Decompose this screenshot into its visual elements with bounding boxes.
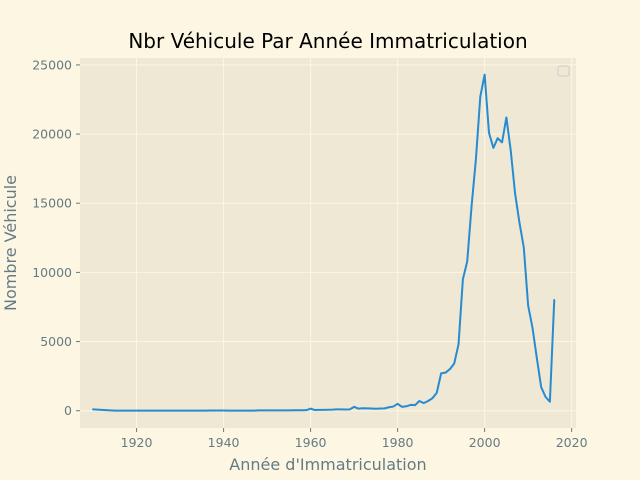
y-axis-label: Nombre Véhicule [1,175,20,311]
grid-layer [80,58,576,428]
chart-title: Nbr Véhicule Par Année Immatriculation [128,29,527,53]
y-tick-label: 15000 [32,196,72,211]
x-tick-label: 2020 [556,435,588,450]
x-tick-label: 1960 [295,435,327,450]
y-tick-label: 0 [64,403,72,418]
x-tick-label: 1940 [208,435,240,450]
y-tick-label: 25000 [32,57,72,72]
x-tick-label: 2000 [469,435,501,450]
y-tick-label: 20000 [32,127,72,142]
series-layer [92,73,556,412]
y-tick-label: 5000 [40,334,72,349]
x-tick-label: 1980 [382,435,414,450]
series-line [92,73,556,412]
ticks-layer: 1920 1940 1960 1980 2000 2020 0 5000 10000 15000 2… [32,57,587,450]
y-tick-label: 10000 [32,265,72,280]
x-tick-label: 1920 [121,435,153,450]
plot-area [80,58,576,428]
legend-box [557,65,570,77]
x-axis-label: Année d'Immatriculation [229,455,426,474]
